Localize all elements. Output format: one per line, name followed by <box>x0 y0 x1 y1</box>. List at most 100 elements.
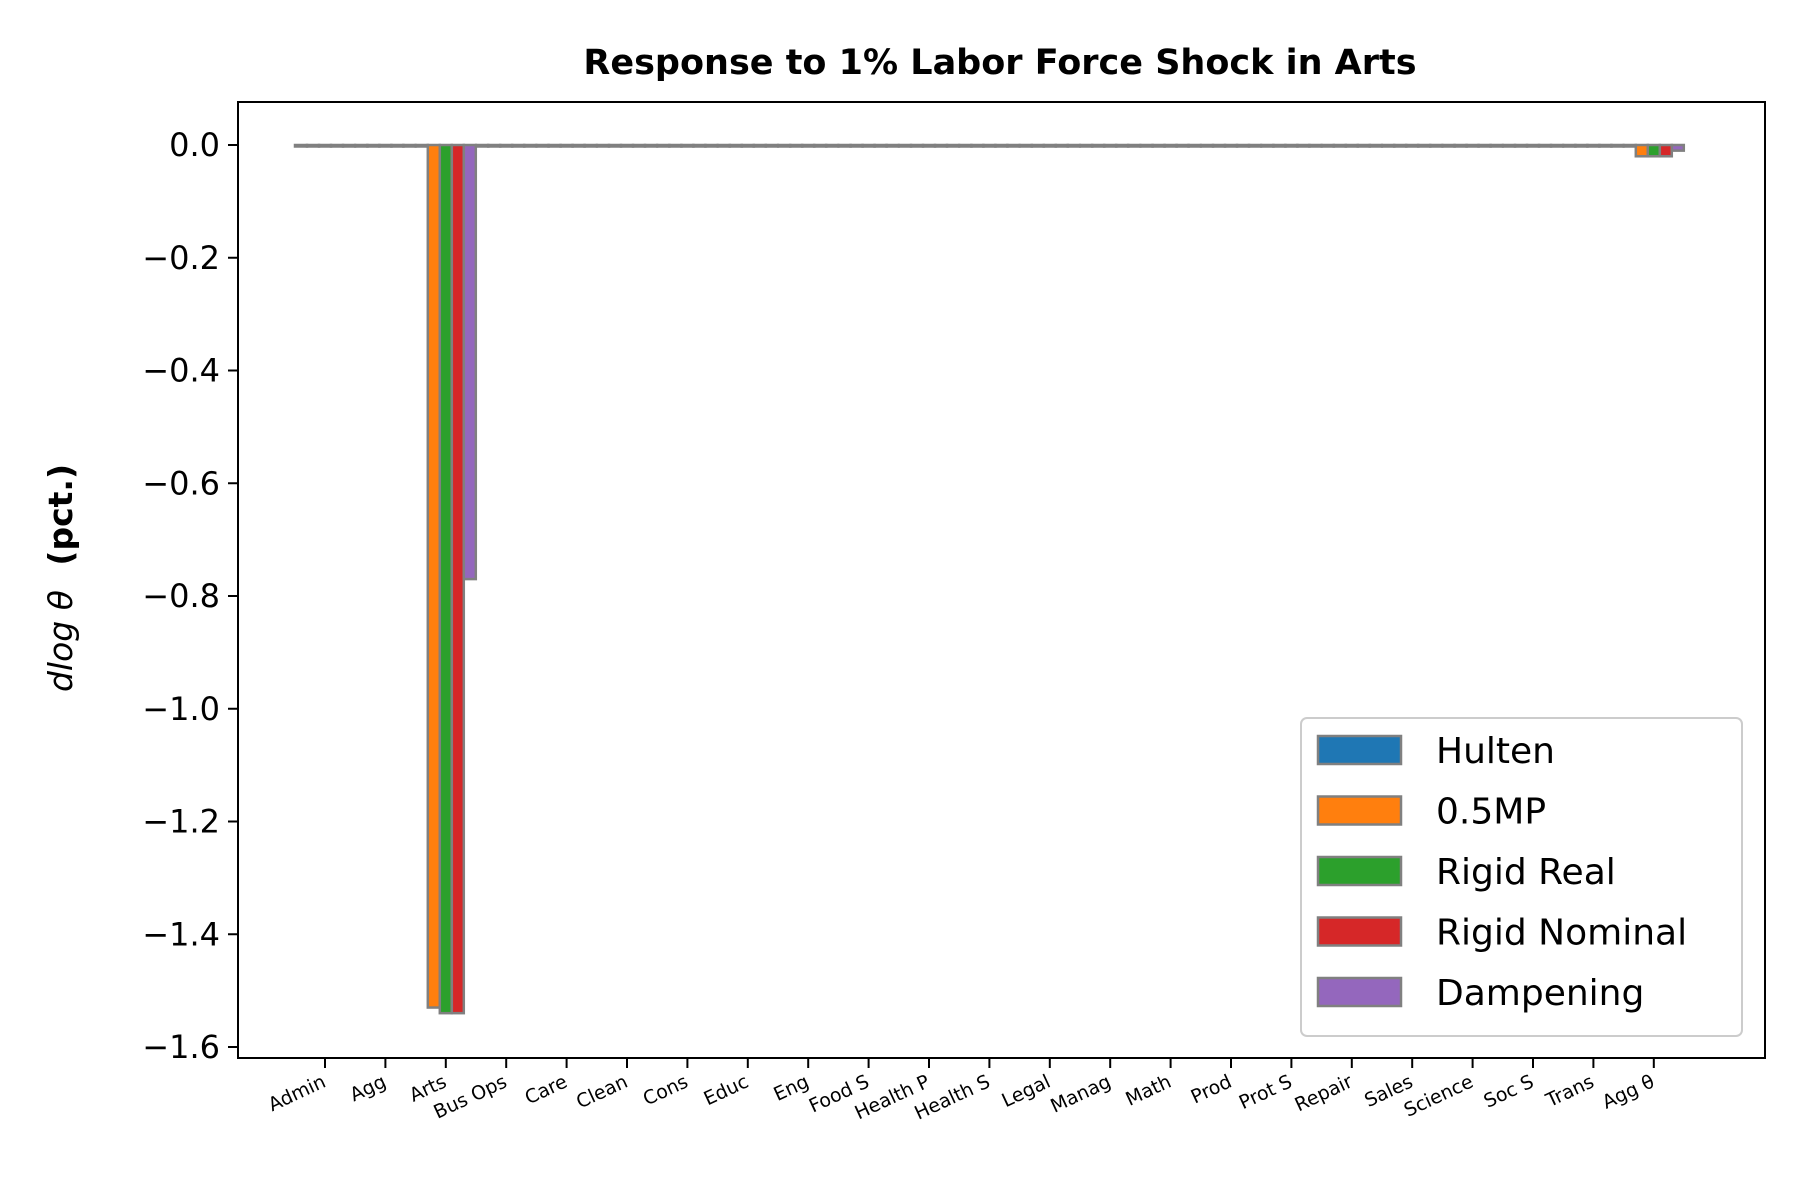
x-tick-label: Agg <box>347 1071 390 1107</box>
x-tick-label: Clean <box>573 1071 631 1114</box>
bar-rigid-real-11 <box>982 143 997 148</box>
bar-rigid-real-10 <box>921 143 937 148</box>
x-tick-label: Admin <box>265 1071 329 1117</box>
y-axis: 0.0 −0.2 −0.4 −0.6 −0.8 −1.0 −1.2 −1.4 −1.6 <box>142 126 238 1066</box>
legend-label: 0.5MP <box>1436 792 1546 833</box>
legend-swatch <box>1316 855 1403 887</box>
bar-rigid-nominal-17 <box>1356 143 1372 148</box>
bar-hulten-17 <box>1320 143 1336 148</box>
y-axis-label: dlog θ (pct.) <box>41 464 80 692</box>
bar-0-5mp-3 <box>486 143 502 148</box>
bar-0-5mp-17 <box>1332 143 1348 148</box>
y-tick-label: 0.0 <box>169 126 220 164</box>
bar-hulten-19 <box>1441 143 1456 148</box>
bar-dampening-15 <box>1247 143 1263 148</box>
bar-rigid-nominal-16 <box>1296 143 1311 148</box>
bar-rigid-nominal-20 <box>1537 143 1553 148</box>
bar-hulten-9 <box>837 143 852 148</box>
bar-hulten-1 <box>354 143 369 148</box>
y-tick-label: −0.8 <box>142 577 220 615</box>
bar-dampening-9 <box>885 143 900 148</box>
bar-0-5mp-8 <box>788 143 804 148</box>
bar-0-5mp-10 <box>909 143 925 148</box>
legend-label: Rigid Nominal <box>1436 913 1687 954</box>
legend: Hulten 0.5MP Rigid Real Rigid Nominal Dampen… <box>1300 717 1743 1037</box>
bar-rigid-real-8 <box>800 143 816 148</box>
x-tick-label: Prod <box>1188 1071 1236 1109</box>
bar-hulten-12 <box>1018 143 1034 148</box>
bar-dampening-12 <box>1066 143 1082 148</box>
bar-rigid-real-4 <box>559 143 574 148</box>
chart-title: Response to 1% Labor Force Shock in Arts <box>583 43 1416 83</box>
bar-dampening-14 <box>1187 143 1202 148</box>
y-tick-label: −1.2 <box>142 803 220 841</box>
bar-rigid-nominal-3 <box>510 143 526 148</box>
bar-rigid-real-21 <box>1586 143 1601 148</box>
x-tick-label: Soc S <box>1480 1071 1537 1113</box>
bar-rigid-real-3 <box>498 143 514 148</box>
bar-rigid-nominal-9 <box>873 143 888 148</box>
bar-dampening-16 <box>1308 143 1323 148</box>
bar-rigid-real-13 <box>1102 143 1118 148</box>
x-tick-label: Prot S <box>1236 1071 1296 1114</box>
bar-0-5mp-6 <box>668 143 683 148</box>
bar-rigid-nominal-14 <box>1175 143 1190 148</box>
bar-hulten-6 <box>656 143 671 148</box>
bar-rigid-nominal-21 <box>1598 143 1613 148</box>
bar-rigid-nominal-12 <box>1054 143 1070 148</box>
bar-0-5mp-2 <box>426 143 442 1009</box>
bar-hulten-14 <box>1139 143 1154 148</box>
bar-rigid-real-5 <box>619 143 635 148</box>
bar-hulten-10 <box>897 143 913 148</box>
bar-dampening-5 <box>643 143 659 148</box>
bar-dampening-20 <box>1549 143 1565 148</box>
legend-label: Hulten <box>1436 731 1555 772</box>
bar-dampening-7 <box>764 143 780 148</box>
bar-rigid-real-22 <box>1646 143 1662 158</box>
bar-dampening-6 <box>704 143 719 148</box>
bar-rigid-real-0 <box>317 143 333 148</box>
bar-dampening-2 <box>462 143 478 581</box>
bar-rigid-nominal-13 <box>1114 143 1130 148</box>
bar-0-5mp-9 <box>849 143 864 148</box>
x-tick-label: Science <box>1401 1071 1477 1122</box>
bar-hulten-20 <box>1501 143 1517 148</box>
bar-rigid-nominal-5 <box>631 143 647 148</box>
x-tick-label: Math <box>1122 1071 1174 1111</box>
bar-rigid-nominal-11 <box>994 143 1009 148</box>
legend-label: Dampening <box>1436 973 1644 1014</box>
y-tick-label: −1.6 <box>142 1028 220 1066</box>
bar-rigid-nominal-18 <box>1416 143 1432 148</box>
y-axis-label-math: dlog θ <box>41 590 80 692</box>
bar-0-5mp-7 <box>728 143 744 148</box>
bar-0-5mp-20 <box>1513 143 1529 148</box>
bar-rigid-nominal-4 <box>571 143 586 148</box>
bar-rigid-real-14 <box>1163 143 1178 148</box>
bar-0-5mp-14 <box>1151 143 1166 148</box>
bar-rigid-real-16 <box>1284 143 1299 148</box>
bar-dampening-21 <box>1610 143 1625 148</box>
x-tick-label: Legal <box>998 1071 1053 1112</box>
bar-0-5mp-11 <box>970 143 985 148</box>
legend-label: Rigid Real <box>1436 852 1616 893</box>
bar-hulten-15 <box>1199 143 1215 148</box>
y-axis-label-unit: (pct.) <box>41 464 80 566</box>
bar-rigid-real-18 <box>1404 143 1420 148</box>
bar-rigid-real-7 <box>740 143 756 148</box>
bar-dampening-10 <box>945 143 961 148</box>
bar-0-5mp-22 <box>1634 143 1650 158</box>
bar-0-5mp-4 <box>547 143 562 148</box>
bar-rigid-real-1 <box>378 143 393 148</box>
legend-box <box>1300 717 1743 1037</box>
bar-0-5mp-18 <box>1392 143 1408 148</box>
bar-rigid-nominal-6 <box>692 143 707 148</box>
bar-hulten-18 <box>1380 143 1396 148</box>
y-tick-label: −0.2 <box>142 239 220 277</box>
bar-dampening-4 <box>583 143 598 148</box>
y-tick-label: −1.4 <box>142 915 220 953</box>
bar-0-5mp-0 <box>305 143 321 148</box>
bar-rigid-nominal-2 <box>450 143 466 1015</box>
bar-rigid-real-12 <box>1042 143 1058 148</box>
legend-swatch <box>1316 734 1403 766</box>
